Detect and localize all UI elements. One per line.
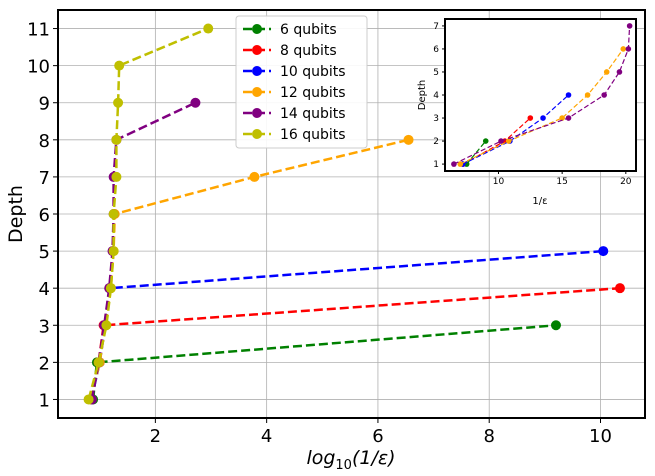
data-point <box>540 115 546 121</box>
series-line-2 <box>90 249 604 400</box>
data-point <box>108 246 119 257</box>
y-tick-label: 10 <box>27 57 50 78</box>
data-point <box>451 161 457 167</box>
series-line-1 <box>90 286 621 400</box>
legend-item: 6 qubits <box>243 22 337 38</box>
x-tick-label: 20 <box>620 177 632 187</box>
data-point <box>482 138 489 144</box>
legend-label: 8 qubits <box>280 43 337 59</box>
y-tick-label: 3 <box>39 316 50 337</box>
data-point <box>601 92 607 98</box>
data-point <box>603 69 610 75</box>
legend-marker <box>252 24 262 34</box>
legend-item: 14 qubits <box>243 106 346 122</box>
data-point <box>111 171 122 182</box>
legend: 6 qubits 8 qubits 10 qubits 12 qubits 14 qub… <box>235 15 368 149</box>
legend-label: 6 qubits <box>280 22 337 38</box>
data-point <box>565 115 572 121</box>
data-point <box>108 209 119 219</box>
series-line-0 <box>91 324 557 400</box>
inset-background <box>445 19 636 171</box>
data-point <box>626 23 633 29</box>
data-point <box>498 138 504 144</box>
legend-label: 14 qubits <box>280 106 346 122</box>
data-point <box>249 171 260 182</box>
x-tick-label: 6 <box>372 426 383 447</box>
data-point <box>559 115 565 121</box>
legend-marker <box>252 108 262 118</box>
legend-item: 12 qubits <box>243 85 346 101</box>
x-tick-label: 10 <box>589 426 612 447</box>
y-tick-label: 7 <box>433 22 439 32</box>
y-tick-label: 1 <box>433 160 439 170</box>
y-tick-label: 2 <box>433 137 439 147</box>
y-tick-label: 4 <box>39 279 50 300</box>
legend-item: 16 qubits <box>243 127 346 143</box>
data-point <box>550 320 561 331</box>
data-point <box>203 23 214 34</box>
x-tick-label: 10 <box>493 177 505 187</box>
data-point <box>403 134 414 145</box>
legend-item: 10 qubits <box>243 64 346 80</box>
data-point <box>111 134 122 145</box>
legend-label: 12 qubits <box>280 85 346 101</box>
legend-box <box>235 15 368 149</box>
legend-label: 16 qubits <box>280 127 346 143</box>
data-point <box>457 161 464 167</box>
series-line-2 <box>462 94 569 165</box>
inset-ticks: 10 15 20 1 2 3 4 5 6 7 <box>433 22 632 187</box>
main-y-axis-label: Depth <box>5 185 27 243</box>
data-point <box>105 283 116 294</box>
data-point <box>625 46 632 52</box>
y-tick-label: 2 <box>39 353 50 374</box>
legend-marker <box>252 66 262 76</box>
data-point <box>527 115 534 121</box>
data-point <box>83 394 94 405</box>
x-label-rest: (1/ε) <box>352 447 396 469</box>
legend-marker <box>252 45 262 55</box>
legend-marker <box>252 87 262 97</box>
y-tick-label: 4 <box>433 91 439 101</box>
data-point <box>598 246 609 257</box>
data-point <box>113 97 124 108</box>
series-line-3 <box>460 48 624 165</box>
inset-series <box>451 23 633 167</box>
data-point <box>114 60 125 71</box>
data-point <box>620 46 627 52</box>
data-point <box>190 97 201 108</box>
x-tick-label: 8 <box>483 426 494 447</box>
y-tick-label: 1 <box>39 390 50 411</box>
y-tick-label: 9 <box>39 94 50 115</box>
x-tick-label: 15 <box>556 177 567 187</box>
y-tick-label: 7 <box>39 168 50 189</box>
legend-label: 10 qubits <box>280 64 346 80</box>
legend-item: 8 qubits <box>243 43 337 59</box>
y-tick-label: 3 <box>433 114 439 124</box>
inset-x-axis-label: 1/ε <box>532 196 547 207</box>
data-point <box>565 92 572 98</box>
y-tick-label: 11 <box>27 20 50 41</box>
y-tick-label: 5 <box>433 68 439 78</box>
x-tick-label: 2 <box>150 426 161 447</box>
y-tick-label: 8 <box>39 131 50 152</box>
data-point <box>505 138 512 144</box>
data-point <box>93 357 104 368</box>
y-tick-label: 5 <box>39 242 50 263</box>
data-point <box>614 283 625 294</box>
x-label-base: log <box>306 447 335 469</box>
data-point <box>584 92 591 98</box>
inset-y-axis-label: Depth <box>417 80 428 110</box>
x-label-sub: 10 <box>335 458 352 473</box>
y-tick-label: 6 <box>433 45 439 55</box>
legend-marker <box>252 129 262 139</box>
data-point <box>616 69 623 75</box>
main-x-axis-label: log10(1/ε) <box>306 447 395 473</box>
data-point <box>101 320 112 331</box>
main-series <box>83 23 625 405</box>
x-tick-label: 4 <box>261 426 272 447</box>
y-tick-label: 6 <box>39 205 50 226</box>
